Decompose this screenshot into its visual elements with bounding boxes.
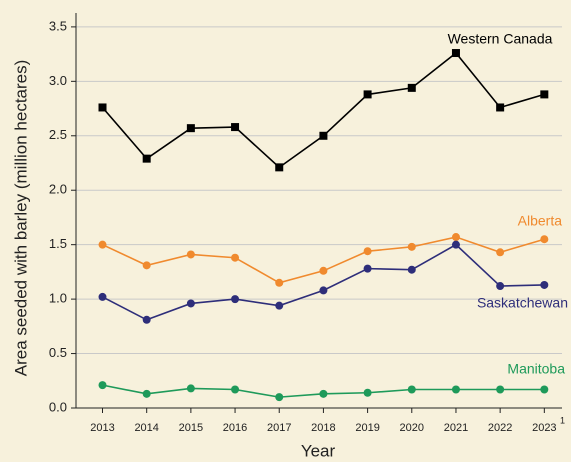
- y-axis-label: Area seeded with barley (million hectare…: [11, 60, 30, 377]
- point: [363, 90, 372, 99]
- point: [186, 250, 195, 259]
- point: [98, 292, 107, 301]
- point: [319, 389, 328, 398]
- x-tick-label: 2017: [267, 422, 291, 434]
- point: [496, 282, 505, 291]
- point: [231, 295, 240, 304]
- plot-area: 0.0 0.5 1.0 1.5 2.0 2.5 3.0 3.5 2013 2014 2015 2016…: [49, 18, 562, 434]
- y-tick-label: 0.5: [49, 345, 67, 360]
- series-label: Alberta: [518, 213, 563, 229]
- point: [142, 154, 151, 163]
- point: [231, 123, 240, 132]
- y-tick-label: 3.0: [49, 73, 67, 88]
- point: [319, 286, 328, 295]
- point: [275, 301, 284, 310]
- point: [451, 49, 460, 58]
- x-tick-label: 2021: [444, 422, 468, 434]
- point: [363, 264, 372, 273]
- point: [451, 233, 460, 242]
- point: [540, 235, 549, 244]
- point: [231, 385, 240, 394]
- point: [496, 103, 505, 112]
- y-tick-label: 1.0: [49, 291, 67, 306]
- point: [496, 248, 505, 257]
- point: [363, 247, 372, 256]
- y-tick-label: 2.0: [49, 182, 67, 197]
- point: [275, 393, 284, 402]
- x-tick-label: 2019: [355, 422, 379, 434]
- x-tick-label: 2022: [488, 422, 512, 434]
- point: [186, 384, 195, 393]
- point: [319, 131, 328, 140]
- point: [98, 381, 107, 390]
- point: [407, 83, 416, 92]
- series-label: Western Canada: [448, 31, 553, 47]
- point: [231, 253, 240, 262]
- point: [319, 266, 328, 275]
- point: [451, 240, 460, 249]
- point: [407, 385, 416, 394]
- point: [540, 385, 549, 394]
- point: [407, 265, 416, 274]
- y-tick-label: 2.5: [49, 127, 67, 142]
- x-tick-label: 2016: [223, 422, 247, 434]
- point: [275, 163, 284, 172]
- point: [496, 385, 505, 394]
- x-axis-label: Year: [301, 441, 336, 460]
- x-tick-label: 2013: [90, 422, 114, 434]
- y-tick-label: 0.0: [49, 399, 67, 414]
- y-tick-label: 1.5: [49, 236, 67, 251]
- x-tick-label: 2015: [179, 422, 203, 434]
- point: [540, 90, 549, 99]
- x-tick-label: 2018: [311, 422, 335, 434]
- series-label: Saskatchewan: [477, 295, 568, 311]
- point: [407, 242, 416, 251]
- point: [363, 388, 372, 397]
- point: [451, 385, 460, 394]
- point: [275, 278, 284, 287]
- x-tick-label: 2020: [400, 422, 424, 434]
- point: [186, 124, 195, 133]
- x-tick-label: 2014: [134, 422, 158, 434]
- point: [98, 103, 107, 112]
- point: [186, 299, 195, 308]
- point: [98, 240, 107, 249]
- point: [142, 389, 151, 398]
- point: [142, 261, 151, 270]
- point: [540, 280, 549, 289]
- x-tick-label: 2023: [532, 422, 556, 434]
- series-label: Manitoba: [507, 361, 565, 377]
- x-tick-footnote: 1: [560, 415, 565, 425]
- point: [142, 315, 151, 324]
- y-tick-label: 3.5: [49, 18, 67, 33]
